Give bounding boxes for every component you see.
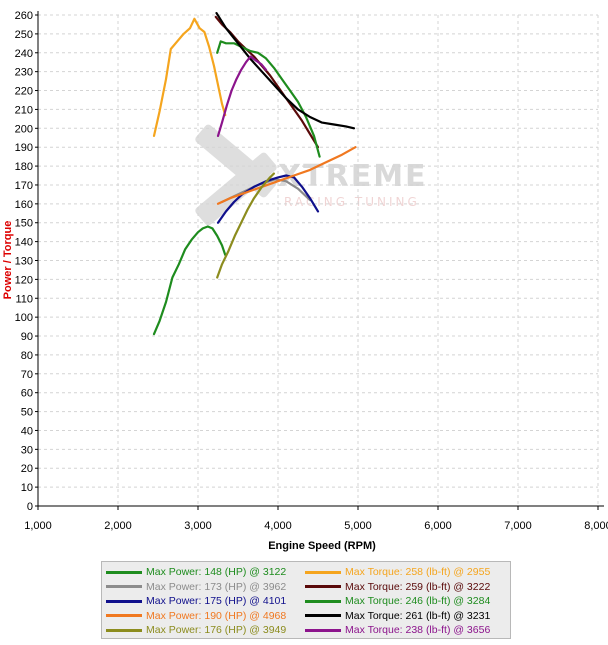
legend-item: Max Torque: 238 (lb-ft) @ 3656 [305, 623, 490, 637]
y-tick-label: 190 [15, 142, 33, 154]
legend: Max Power: 148 (HP) @ 3122 Max Power: 173… [101, 561, 511, 639]
x-tick-label: 8,000 [584, 520, 608, 532]
y-tick-label: 130 [15, 256, 33, 268]
legend-swatch [106, 599, 142, 603]
y-tick-label: 60 [21, 388, 33, 400]
x-tick-label: 2,000 [104, 520, 132, 532]
legend-item: Max Torque: 246 (lb-ft) @ 3284 [305, 594, 490, 608]
series-line-10 [216, 55, 268, 137]
legend-label: Max Torque: 238 (lb-ft) @ 3656 [345, 624, 491, 637]
y-tick-label: 160 [15, 199, 33, 211]
y-tick-label: 120 [15, 274, 33, 286]
series-line-9 [215, 12, 356, 130]
legend-label: Max Power: 175 (HP) @ 4101 [146, 595, 287, 608]
x-tick-label: 1,000 [24, 520, 52, 532]
series-line-1 [152, 225, 227, 336]
legend-swatch [106, 570, 142, 574]
y-tick-label: 90 [21, 331, 33, 343]
legend-item: Max Torque: 259 (lb-ft) @ 3222 [305, 580, 490, 594]
x-tick-label: 3,000 [184, 520, 212, 532]
y-tick-label: 50 [21, 407, 33, 419]
legend-label: Max Power: 176 (HP) @ 3949 [146, 624, 287, 637]
legend-swatch [305, 585, 341, 589]
legend-swatch [106, 628, 142, 632]
y-tick-label: 240 [15, 48, 33, 60]
y-tick-label: 40 [21, 425, 33, 437]
xtreme-racing-tuning-logo: XTREME RACING TUNING [195, 124, 428, 226]
y-tick-label: 70 [21, 369, 33, 381]
y-tick-label: 100 [15, 312, 33, 324]
y-tick-label: 250 [15, 29, 33, 41]
legend-swatch [106, 614, 142, 618]
axes: 0 10 20 30 40 50 60 70 80 90 100 110 120 130 140 150 160… [15, 10, 608, 532]
y-tick-label: 260 [15, 10, 33, 22]
y-tick-label: 30 [21, 444, 33, 456]
series-lines [152, 12, 357, 336]
y-tick-label: 180 [15, 161, 33, 173]
logo-text-main: XTREME [278, 159, 428, 194]
y-tick-label: 200 [15, 123, 33, 135]
legend-label: Max Torque: 261 (lb-ft) @ 3231 [345, 609, 491, 622]
y-tick-label: 140 [15, 237, 33, 249]
series-line-4 [216, 146, 357, 205]
y-tick-label: 150 [15, 218, 33, 230]
y-tick-label: 10 [21, 482, 33, 494]
legend-swatch [305, 570, 341, 574]
x-axis-label: Engine Speed (RPM) [268, 540, 376, 552]
legend-label: Max Torque: 246 (lb-ft) @ 3284 [345, 595, 491, 608]
legend-item: Max Power: 190 (HP) @ 4968 [106, 609, 286, 623]
y-tick-label: 80 [21, 350, 33, 362]
y-tick-label: 230 [15, 67, 33, 79]
legend-item: Max Power: 148 (HP) @ 3122 [106, 565, 286, 579]
legend-item: Max Power: 176 (HP) @ 3949 [106, 623, 286, 637]
legend-item: Max Torque: 261 (lb-ft) @ 3231 [305, 609, 490, 623]
series-line-7 [214, 15, 320, 149]
legend-item: Max Power: 173 (HP) @ 3962 [106, 580, 286, 594]
y-tick-label: 0 [27, 501, 33, 513]
grid [38, 14, 599, 506]
legend-label: Max Power: 148 (HP) @ 3122 [146, 566, 287, 578]
legend-label: Max Torque: 258 (lb-ft) @ 2955 [345, 566, 491, 578]
legend-swatch [305, 614, 341, 618]
y-tick-label: 110 [15, 293, 33, 305]
x-tick-label: 7,000 [504, 520, 532, 532]
x-tick-label: 4,000 [264, 520, 292, 532]
y-axis-label: Power / Torque [2, 221, 14, 300]
y-tick-label: 170 [15, 180, 33, 192]
legend-item: Max Torque: 258 (lb-ft) @ 2955 [305, 565, 490, 579]
legend-label: Max Power: 173 (HP) @ 3962 [146, 580, 287, 593]
series-line-3 [216, 174, 320, 224]
legend-swatch [305, 599, 341, 603]
legend-label: Max Torque: 259 (lb-ft) @ 3222 [345, 580, 491, 593]
series-line-6 [152, 17, 227, 137]
legend-swatch [305, 628, 341, 632]
y-tick-label: 220 [15, 86, 33, 98]
x-tick-label: 5,000 [344, 520, 372, 532]
y-tick-label: 20 [21, 463, 33, 475]
legend-label: Max Power: 190 (HP) @ 4968 [146, 609, 287, 622]
y-tick-label: 210 [15, 104, 33, 116]
series-line-5 [216, 172, 275, 279]
x-tick-label: 6,000 [424, 520, 452, 532]
series-line-8 [216, 40, 321, 158]
legend-swatch [106, 585, 142, 589]
logo-text-sub: RACING TUNING [284, 195, 420, 209]
legend-item: Max Power: 175 (HP) @ 4101 [106, 594, 286, 608]
